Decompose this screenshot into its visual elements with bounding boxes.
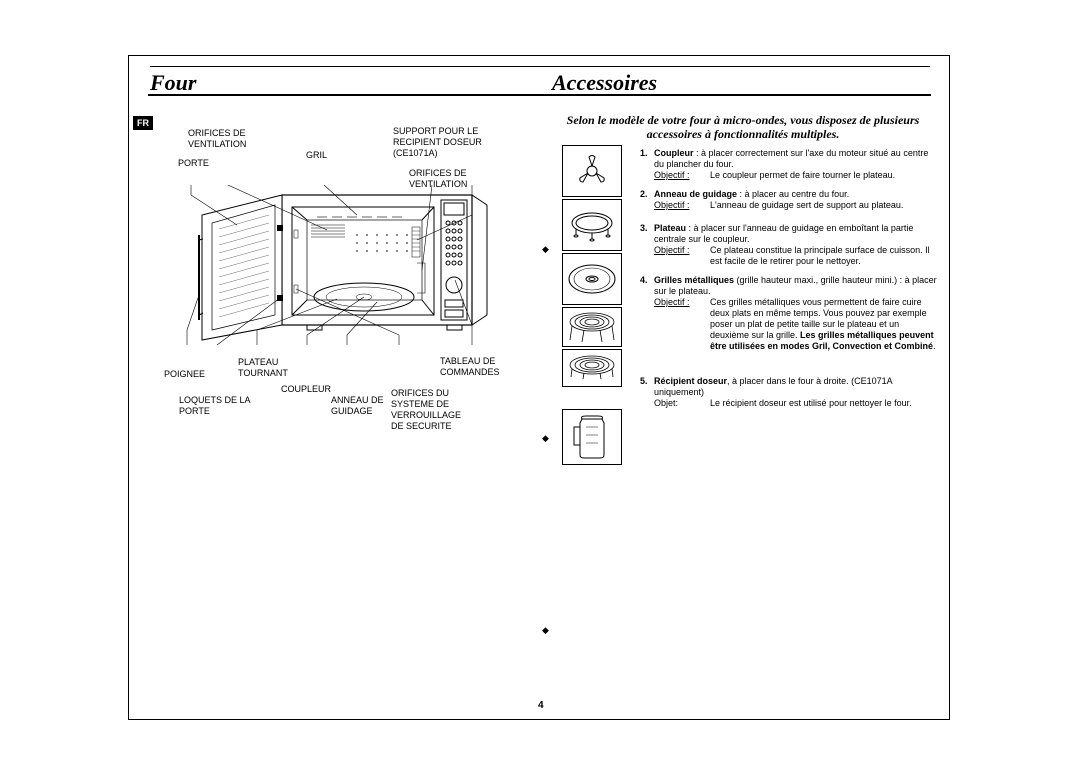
separator-dot: ◆	[542, 433, 549, 444]
label-coupleur: COUPLEUR	[281, 384, 331, 395]
heading-four: Four	[150, 70, 196, 96]
accessory-item-3: 3. Plateau : à placer sur l'anneau de gu…	[640, 223, 940, 267]
label-gril: GRIL	[306, 150, 327, 161]
label-loquets: LOQUETS DE LA PORTE	[179, 395, 251, 417]
label-plateau: PLATEAU TOURNANT	[238, 357, 288, 379]
accessory-icons	[562, 145, 632, 467]
accessory-item-5: 5. Récipient doseur, à placer dans le fo…	[640, 376, 940, 409]
label-anneau: ANNEAU DE GUIDAGE	[331, 395, 384, 417]
label-porte: PORTE	[178, 158, 209, 169]
rule-top	[150, 66, 930, 67]
accessory-item-2: 2. Anneau de guidage : à placer au centr…	[640, 189, 940, 211]
microwave-diagram	[177, 185, 507, 345]
dosing-container-icon	[562, 409, 622, 465]
accessory-item-4: 4. Grilles métalliques (grille hauteur m…	[640, 275, 940, 352]
accessories-text: 1. Coupleur : à placer correctement sur …	[640, 148, 940, 417]
label-orifices-secu: ORIFICES DU SYSTEME DE VERROUILLAGE DE S…	[391, 388, 461, 432]
page-number: 4	[538, 700, 544, 711]
label-orifices-vent-right: ORIFICES DE VENTILATION	[409, 168, 467, 190]
coupler-icon	[562, 145, 622, 197]
accessory-item-1: 1. Coupleur : à placer correctement sur …	[640, 148, 940, 181]
accessories-intro: Selon le modèle de votre four à micro-on…	[553, 113, 933, 141]
separator-dot: ◆	[542, 244, 549, 255]
label-poignee: POIGNEE	[164, 369, 205, 380]
lang-badge: FR	[133, 116, 153, 130]
guide-ring-icon	[562, 199, 622, 251]
rule-under-headings	[148, 94, 931, 96]
rack-low-icon	[562, 349, 622, 387]
separator-dot: ◆	[542, 625, 549, 636]
label-support: SUPPORT POUR LE RECIPIENT DOSEUR (CE1071…	[393, 126, 482, 159]
label-tableau: TABLEAU DE COMMANDES	[440, 356, 500, 378]
heading-accessoires: Accessoires	[552, 70, 657, 96]
label-orifices-vent-top: ORIFICES DE VENTILATION	[188, 128, 246, 150]
rack-high-icon	[562, 307, 622, 347]
turntable-icon	[562, 253, 622, 305]
